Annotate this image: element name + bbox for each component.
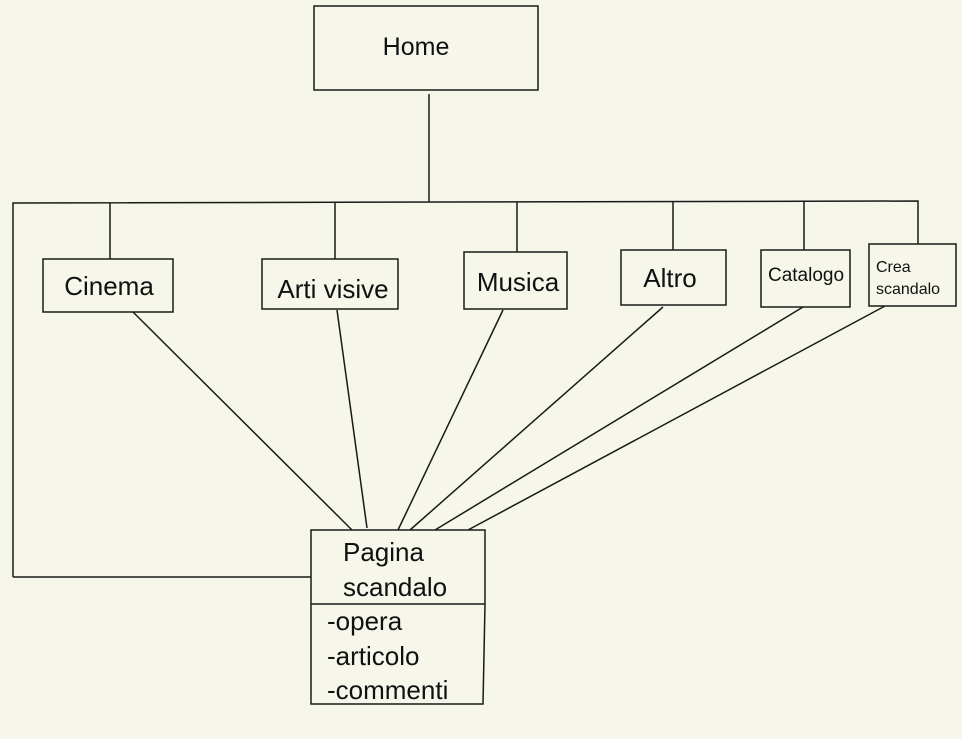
node-crea-scandalo-label-line2: scandalo (876, 281, 940, 298)
node-cinema-label: Cinema (64, 271, 154, 301)
edge-musica-pagina (397, 309, 504, 531)
node-altro: Altro (620, 249, 727, 306)
node-altro-label: Altro (643, 263, 696, 293)
node-catalogo: Catalogo (760, 249, 851, 308)
pagina-item-opera: -opera (327, 606, 403, 636)
node-crea-scandalo: Crea scandalo (868, 243, 957, 307)
node-crea-scandalo-label-line1: Crea (876, 259, 911, 276)
edge-cinema-pagina (132, 311, 353, 531)
pagina-title-line2: scandalo (343, 572, 447, 602)
node-musica: Musica (463, 251, 568, 310)
node-catalogo-label: Catalogo (768, 265, 844, 286)
pagina-item-articolo: -articolo (327, 641, 419, 671)
node-home: Home (313, 5, 539, 91)
pagina-title-line1: Pagina (343, 537, 424, 567)
node-musica-label: Musica (477, 267, 560, 297)
edge-catalogo-pagina (434, 306, 804, 531)
pagina-item-commenti: -commenti (327, 675, 448, 705)
node-pagina-scandalo: Pagina scandalo -opera -articolo -commen… (310, 529, 486, 705)
edge-crea-scandalo-pagina (467, 305, 886, 531)
node-arti-visive: Arti visive (261, 258, 399, 310)
edge-bus-line (12, 200, 919, 577)
connectors (12, 94, 919, 578)
node-home-label: Home (383, 33, 450, 61)
node-cinema: Cinema (42, 258, 174, 313)
node-arti-visive-label: Arti visive (277, 274, 388, 304)
edge-altro-pagina (409, 306, 664, 531)
edge-arti-visive-pagina (336, 309, 368, 529)
